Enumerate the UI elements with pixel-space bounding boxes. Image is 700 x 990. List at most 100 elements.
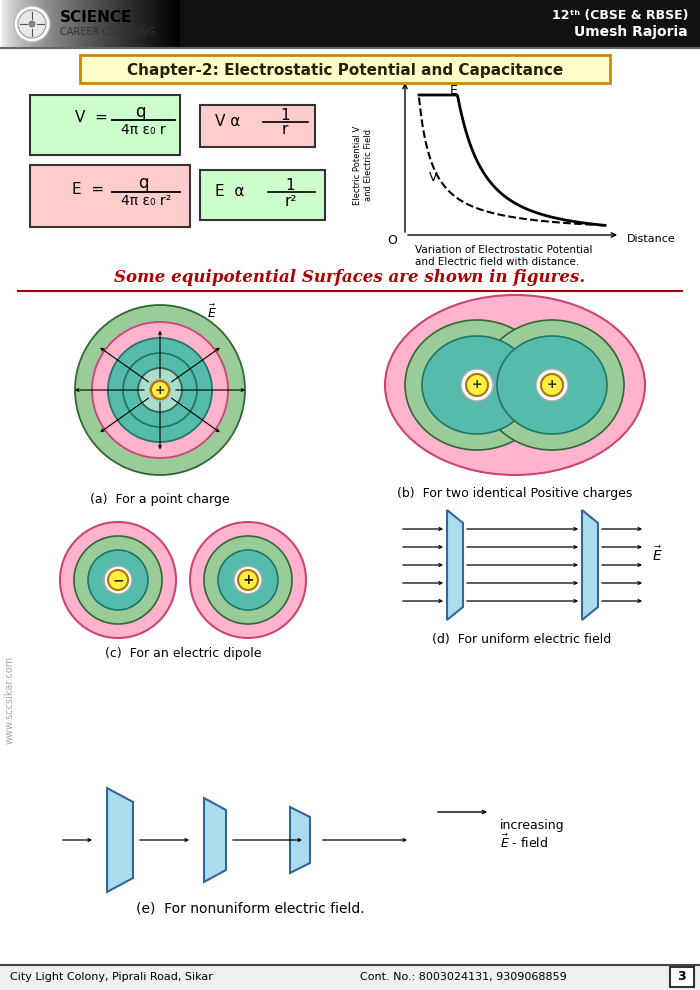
Bar	[160, 0, 161, 48]
Bar	[30, 165, 190, 227]
Bar	[153, 0, 154, 48]
Bar	[169, 0, 170, 48]
Bar	[161, 0, 162, 48]
Bar	[44, 0, 45, 48]
Bar	[168, 0, 169, 48]
Bar	[4, 0, 5, 48]
Text: Distance: Distance	[627, 234, 676, 244]
Bar	[158, 0, 159, 48]
Bar	[127, 0, 128, 48]
Text: 1: 1	[285, 177, 295, 192]
Bar	[43, 0, 44, 48]
Bar	[151, 0, 152, 48]
Bar	[51, 0, 52, 48]
Bar	[150, 0, 151, 48]
Bar	[68, 0, 69, 48]
Bar	[55, 0, 56, 48]
Circle shape	[190, 522, 306, 638]
Bar	[164, 0, 165, 48]
Text: 12ᵗʰ (CBSE & RBSE): 12ᵗʰ (CBSE & RBSE)	[552, 10, 688, 23]
Bar	[81, 0, 82, 48]
Bar	[113, 0, 114, 48]
Bar	[57, 0, 58, 48]
Bar	[94, 0, 95, 48]
Bar	[84, 0, 85, 48]
Bar	[114, 0, 115, 48]
Bar	[12, 0, 13, 48]
Polygon shape	[447, 510, 463, 620]
Bar	[92, 0, 93, 48]
Bar	[29, 0, 30, 48]
Bar	[23, 0, 24, 48]
Bar	[120, 0, 121, 48]
Bar	[38, 0, 39, 48]
Text: q: q	[138, 174, 148, 192]
Bar	[155, 0, 156, 48]
Bar	[139, 0, 140, 48]
Bar	[66, 0, 67, 48]
Bar	[156, 0, 157, 48]
Bar	[128, 0, 129, 48]
Bar	[166, 0, 167, 48]
Bar	[143, 0, 144, 48]
Bar	[117, 0, 118, 48]
Bar	[138, 0, 139, 48]
Bar	[0, 0, 1, 48]
Bar	[100, 0, 101, 48]
Circle shape	[238, 570, 258, 590]
Bar	[71, 0, 72, 48]
Bar	[72, 0, 73, 48]
Bar	[95, 0, 96, 48]
Text: −: −	[112, 573, 124, 587]
Text: O: O	[387, 235, 397, 248]
Text: E: E	[410, 70, 419, 84]
Bar	[70, 0, 71, 48]
Text: (c)  For an electric dipole: (c) For an electric dipole	[105, 646, 261, 659]
Bar	[17, 0, 18, 48]
Bar	[2, 0, 3, 48]
Bar	[103, 0, 104, 48]
Bar	[20, 0, 21, 48]
Bar	[30, 95, 180, 155]
Bar	[87, 0, 88, 48]
Bar	[39, 0, 40, 48]
Bar	[176, 0, 177, 48]
Text: $\vec{E}$: $\vec{E}$	[652, 545, 663, 564]
Bar	[102, 0, 103, 48]
Bar	[80, 55, 610, 83]
Bar	[116, 0, 117, 48]
Bar	[180, 0, 700, 48]
Text: 1: 1	[280, 109, 290, 124]
Text: Some equipotential Surfaces are shown in figures.: Some equipotential Surfaces are shown in…	[114, 269, 586, 286]
Bar	[5, 0, 6, 48]
Bar	[111, 0, 112, 48]
Bar	[1, 0, 2, 48]
Circle shape	[466, 374, 488, 396]
Circle shape	[14, 6, 50, 42]
Bar	[65, 0, 66, 48]
Circle shape	[60, 522, 176, 638]
Ellipse shape	[385, 295, 645, 475]
Text: q: q	[134, 103, 146, 121]
Text: Chapter-2: Electrostatic Potential and Capacitance: Chapter-2: Electrostatic Potential and C…	[127, 62, 563, 77]
Text: +: +	[472, 378, 482, 391]
Circle shape	[92, 322, 228, 458]
Bar	[130, 0, 131, 48]
Bar	[172, 0, 173, 48]
Bar	[170, 0, 171, 48]
Bar	[8, 0, 9, 48]
Bar	[59, 0, 60, 48]
Bar	[35, 0, 36, 48]
Bar	[33, 0, 34, 48]
Bar	[60, 0, 61, 48]
Bar	[118, 0, 119, 48]
Bar	[99, 0, 100, 48]
Bar	[74, 0, 75, 48]
Bar	[24, 0, 25, 48]
Bar	[137, 0, 138, 48]
Bar	[149, 0, 150, 48]
Bar	[90, 0, 91, 48]
Text: City Light Colony, Piprali Road, Sikar: City Light Colony, Piprali Road, Sikar	[10, 972, 213, 982]
Bar	[157, 0, 158, 48]
Bar	[21, 0, 22, 48]
